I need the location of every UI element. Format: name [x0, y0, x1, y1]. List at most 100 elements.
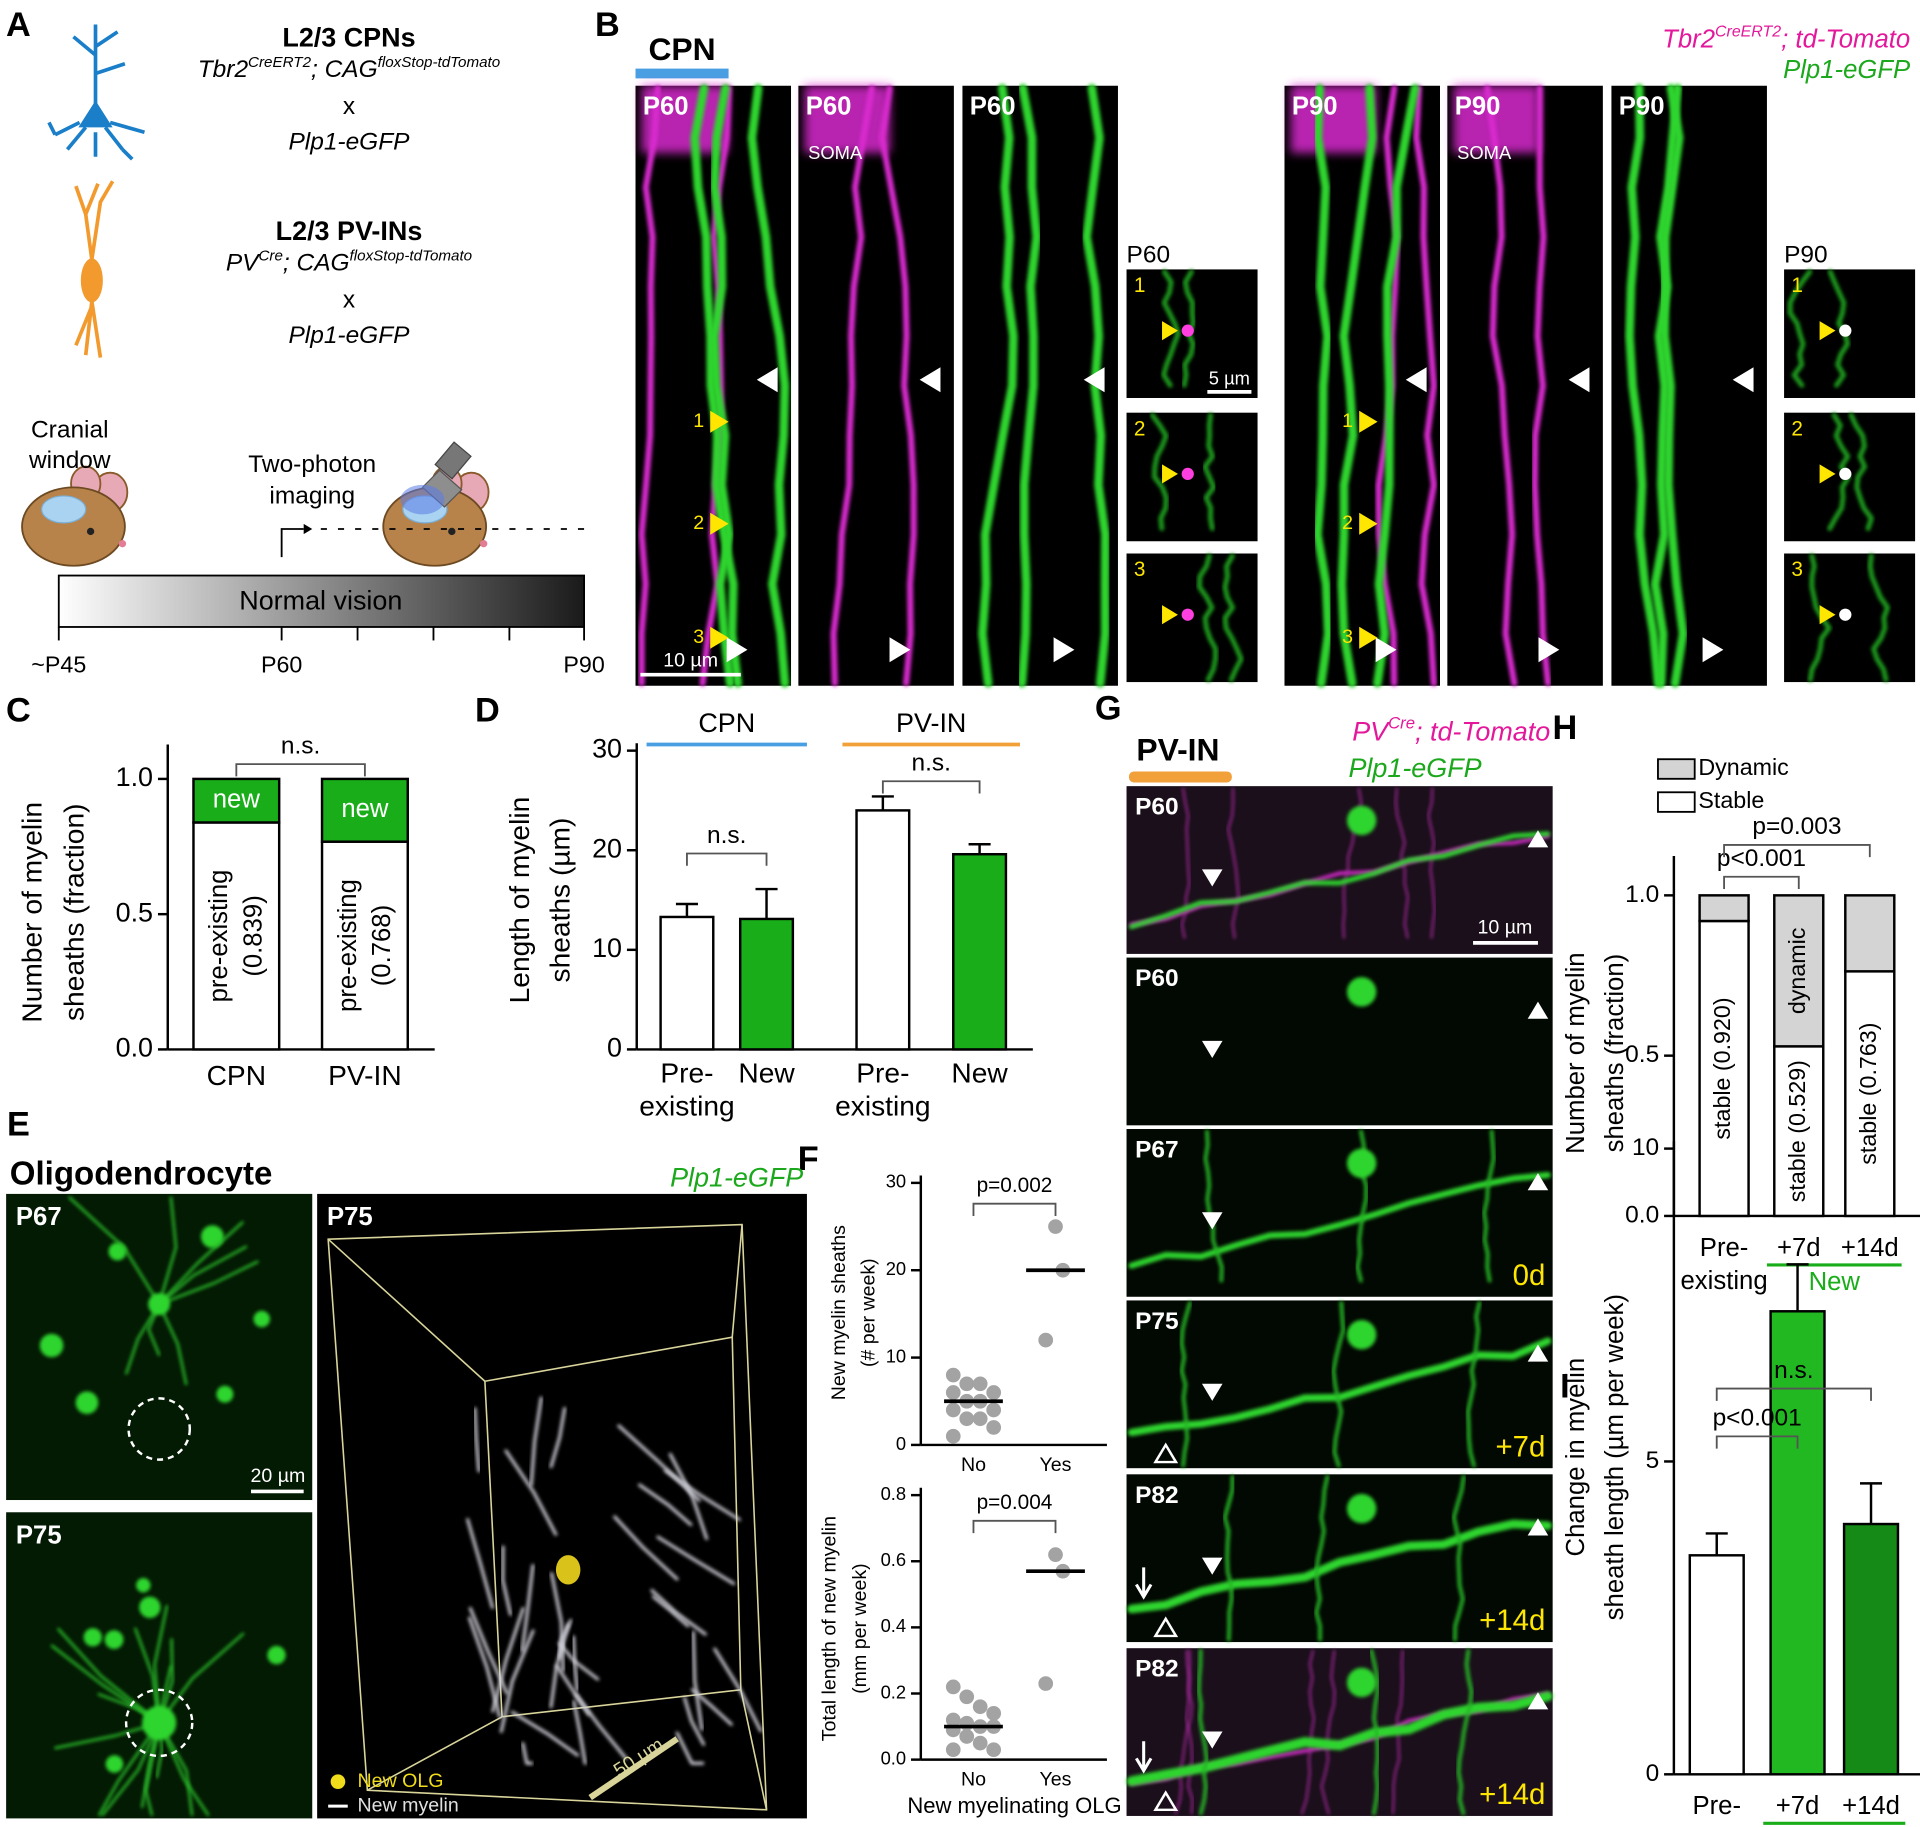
data-point: [972, 1376, 988, 1392]
image: [1126, 1648, 1553, 1816]
new-myelin: [574, 1692, 628, 1760]
segment-label: new: [213, 785, 261, 813]
group-label: New: [1809, 1268, 1861, 1296]
new-olg-outline: [127, 1397, 192, 1461]
significance-label: n.s.: [281, 732, 320, 759]
y-tick-label: 0.8: [881, 1483, 907, 1504]
legend-label: Stable: [1698, 787, 1764, 813]
process: [125, 1302, 161, 1375]
data-label: (0.839): [239, 895, 267, 976]
y-tick-label: 1.0: [116, 762, 153, 792]
process: [1482, 1129, 1496, 1283]
data-point: [1048, 1219, 1063, 1234]
soma: [1346, 1320, 1377, 1350]
panel-letter: I: [1560, 1368, 1570, 1406]
cranial-window: [41, 495, 87, 524]
data-point: [972, 1735, 988, 1751]
x-tick-label: New: [738, 1058, 795, 1089]
y-tick-label: 30: [592, 734, 622, 764]
y-tick-label: 10: [886, 1345, 906, 1366]
data-point: [959, 1689, 975, 1705]
mouse-nose: [118, 540, 127, 548]
arrowhead: [1568, 367, 1590, 393]
significance-bracket: [1715, 1435, 1799, 1449]
bouton: [1181, 608, 1194, 621]
inset-title: P60: [1127, 241, 1171, 268]
arrowhead: [1375, 637, 1397, 663]
legend-swatch: [1657, 791, 1696, 813]
image-label: P75: [16, 1522, 62, 1550]
arrowhead: [1732, 367, 1754, 393]
new-myelin: [572, 1700, 587, 1765]
x-tick-label: existing: [1681, 1267, 1768, 1295]
x-axis-label: New myelinating OLG: [907, 1793, 1121, 1818]
arrowhead: [1359, 626, 1378, 649]
arrowhead: [1053, 637, 1075, 663]
y-tick-label: 0.0: [116, 1033, 153, 1063]
arrowhead: [1527, 1344, 1549, 1362]
y-tick-label: 10: [1632, 1134, 1659, 1161]
bar: [1688, 1554, 1745, 1776]
mouse-nose: [480, 540, 488, 548]
process: [1127, 1519, 1553, 1614]
image-note: SOMA: [808, 142, 863, 163]
image-label: P60: [970, 93, 1016, 121]
x-tick-label: +14d: [1842, 1792, 1900, 1820]
genotype-part: PV: [226, 250, 261, 277]
significance-label: p=0.004: [977, 1491, 1053, 1514]
cube-edge: [366, 1716, 503, 1791]
new-myelin: [557, 1618, 573, 1660]
arrow-number: 3: [693, 626, 704, 648]
x-tick-label: existing: [1673, 1825, 1760, 1827]
significance-bracket: [1715, 1387, 1872, 1401]
process: [1867, 553, 1890, 683]
x-tick-label: Yes: [1040, 1769, 1072, 1791]
arrowhead: [1527, 1173, 1549, 1191]
significance-bracket: [972, 1202, 1057, 1216]
data-point: [945, 1402, 961, 1418]
y-axis-label: Number of myelin: [1562, 952, 1590, 1153]
y-tick-label: 20: [886, 1258, 906, 1279]
bar-segment: [1844, 894, 1896, 973]
genotype-sup: CreERT2: [248, 54, 312, 71]
process: [747, 83, 790, 688]
data-point: [1038, 1676, 1054, 1691]
image-label: P60: [1135, 794, 1179, 821]
bar-segment: [320, 840, 409, 1051]
image-label: P60: [643, 93, 689, 121]
segment-label: pre-existing: [334, 879, 362, 1012]
arrowhead: [1819, 321, 1836, 341]
legend-label: New OLG: [358, 1770, 444, 1792]
data-point: [945, 1428, 961, 1444]
data-label: (0.768): [368, 905, 396, 986]
neuron-soma: [80, 258, 103, 303]
arrowhead: [1702, 637, 1724, 663]
significance-bracket: [972, 1519, 1057, 1534]
y-tick-label: 0.0: [881, 1747, 907, 1768]
x-tick-label: existing: [639, 1091, 734, 1122]
image-label: P82: [1135, 1482, 1179, 1509]
image: [1126, 1129, 1553, 1297]
arrowhead: [1819, 605, 1836, 625]
process: [879, 85, 917, 687]
x-tick-label: Yes: [1040, 1454, 1072, 1476]
data-point: [959, 1729, 975, 1744]
y-tick-label: 1.0: [1625, 881, 1659, 908]
image-label: P67: [1135, 1137, 1179, 1164]
new-myelin: [683, 1696, 706, 1746]
process: [1320, 1649, 1336, 1815]
scale-label: 20 µm: [251, 1465, 306, 1487]
arrowhead: [1359, 512, 1378, 535]
arrowhead: [1405, 367, 1427, 393]
x-tick-label: New: [951, 1058, 1008, 1089]
soma: [1346, 1148, 1377, 1178]
arrow-number: 2: [693, 512, 704, 534]
group-bar: [635, 68, 729, 79]
genotype-part: Plp1-eGFP: [1783, 56, 1910, 84]
process: [50, 1644, 161, 1725]
process: [709, 83, 735, 688]
image: [798, 85, 954, 686]
process: [57, 1627, 161, 1725]
x-tick-label: Pre-: [1700, 1234, 1749, 1262]
cell: [108, 1242, 127, 1261]
